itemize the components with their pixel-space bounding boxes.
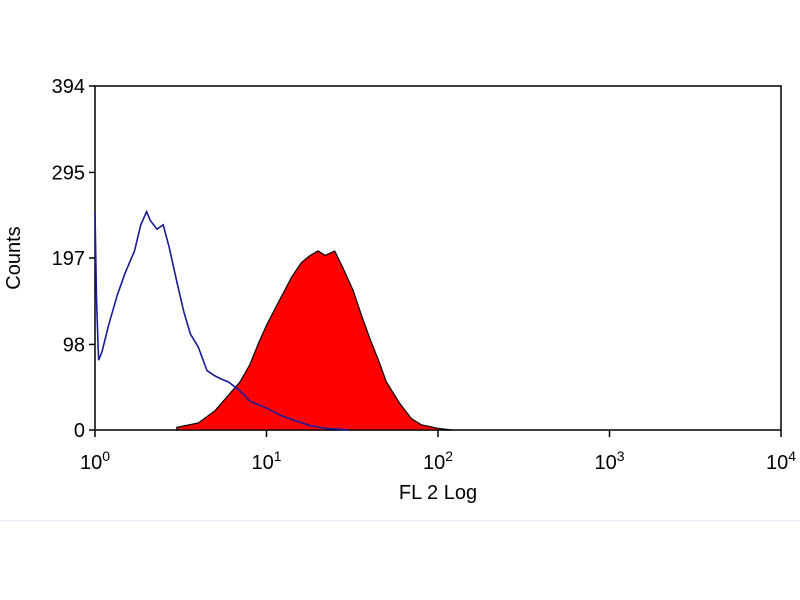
- plot-frame: [94, 85, 782, 431]
- x-tick-label: 103: [594, 448, 624, 474]
- y-tick-label: 98: [63, 334, 85, 356]
- x-axis-title: FL 2 Log: [399, 482, 477, 504]
- y-axis-title: Counts: [3, 226, 25, 289]
- x-tick-label: 100: [80, 448, 110, 474]
- series-layer: [94, 209, 452, 431]
- histogram-filled-series: [176, 250, 452, 431]
- x-tick-label: 102: [423, 448, 453, 474]
- y-tick-label: 394: [52, 76, 85, 98]
- y-tick-label: 0: [74, 420, 85, 442]
- x-tick-label: 101: [251, 448, 281, 474]
- histogram-control-line: [94, 209, 349, 431]
- divider: [0, 520, 800, 521]
- y-tick-label: 197: [52, 248, 85, 270]
- y-tick-label: 295: [52, 162, 85, 184]
- ticks-layer: 0 98 197 295 394 100 101 102 103 104: [52, 76, 797, 474]
- x-tick-label: 104: [766, 448, 796, 474]
